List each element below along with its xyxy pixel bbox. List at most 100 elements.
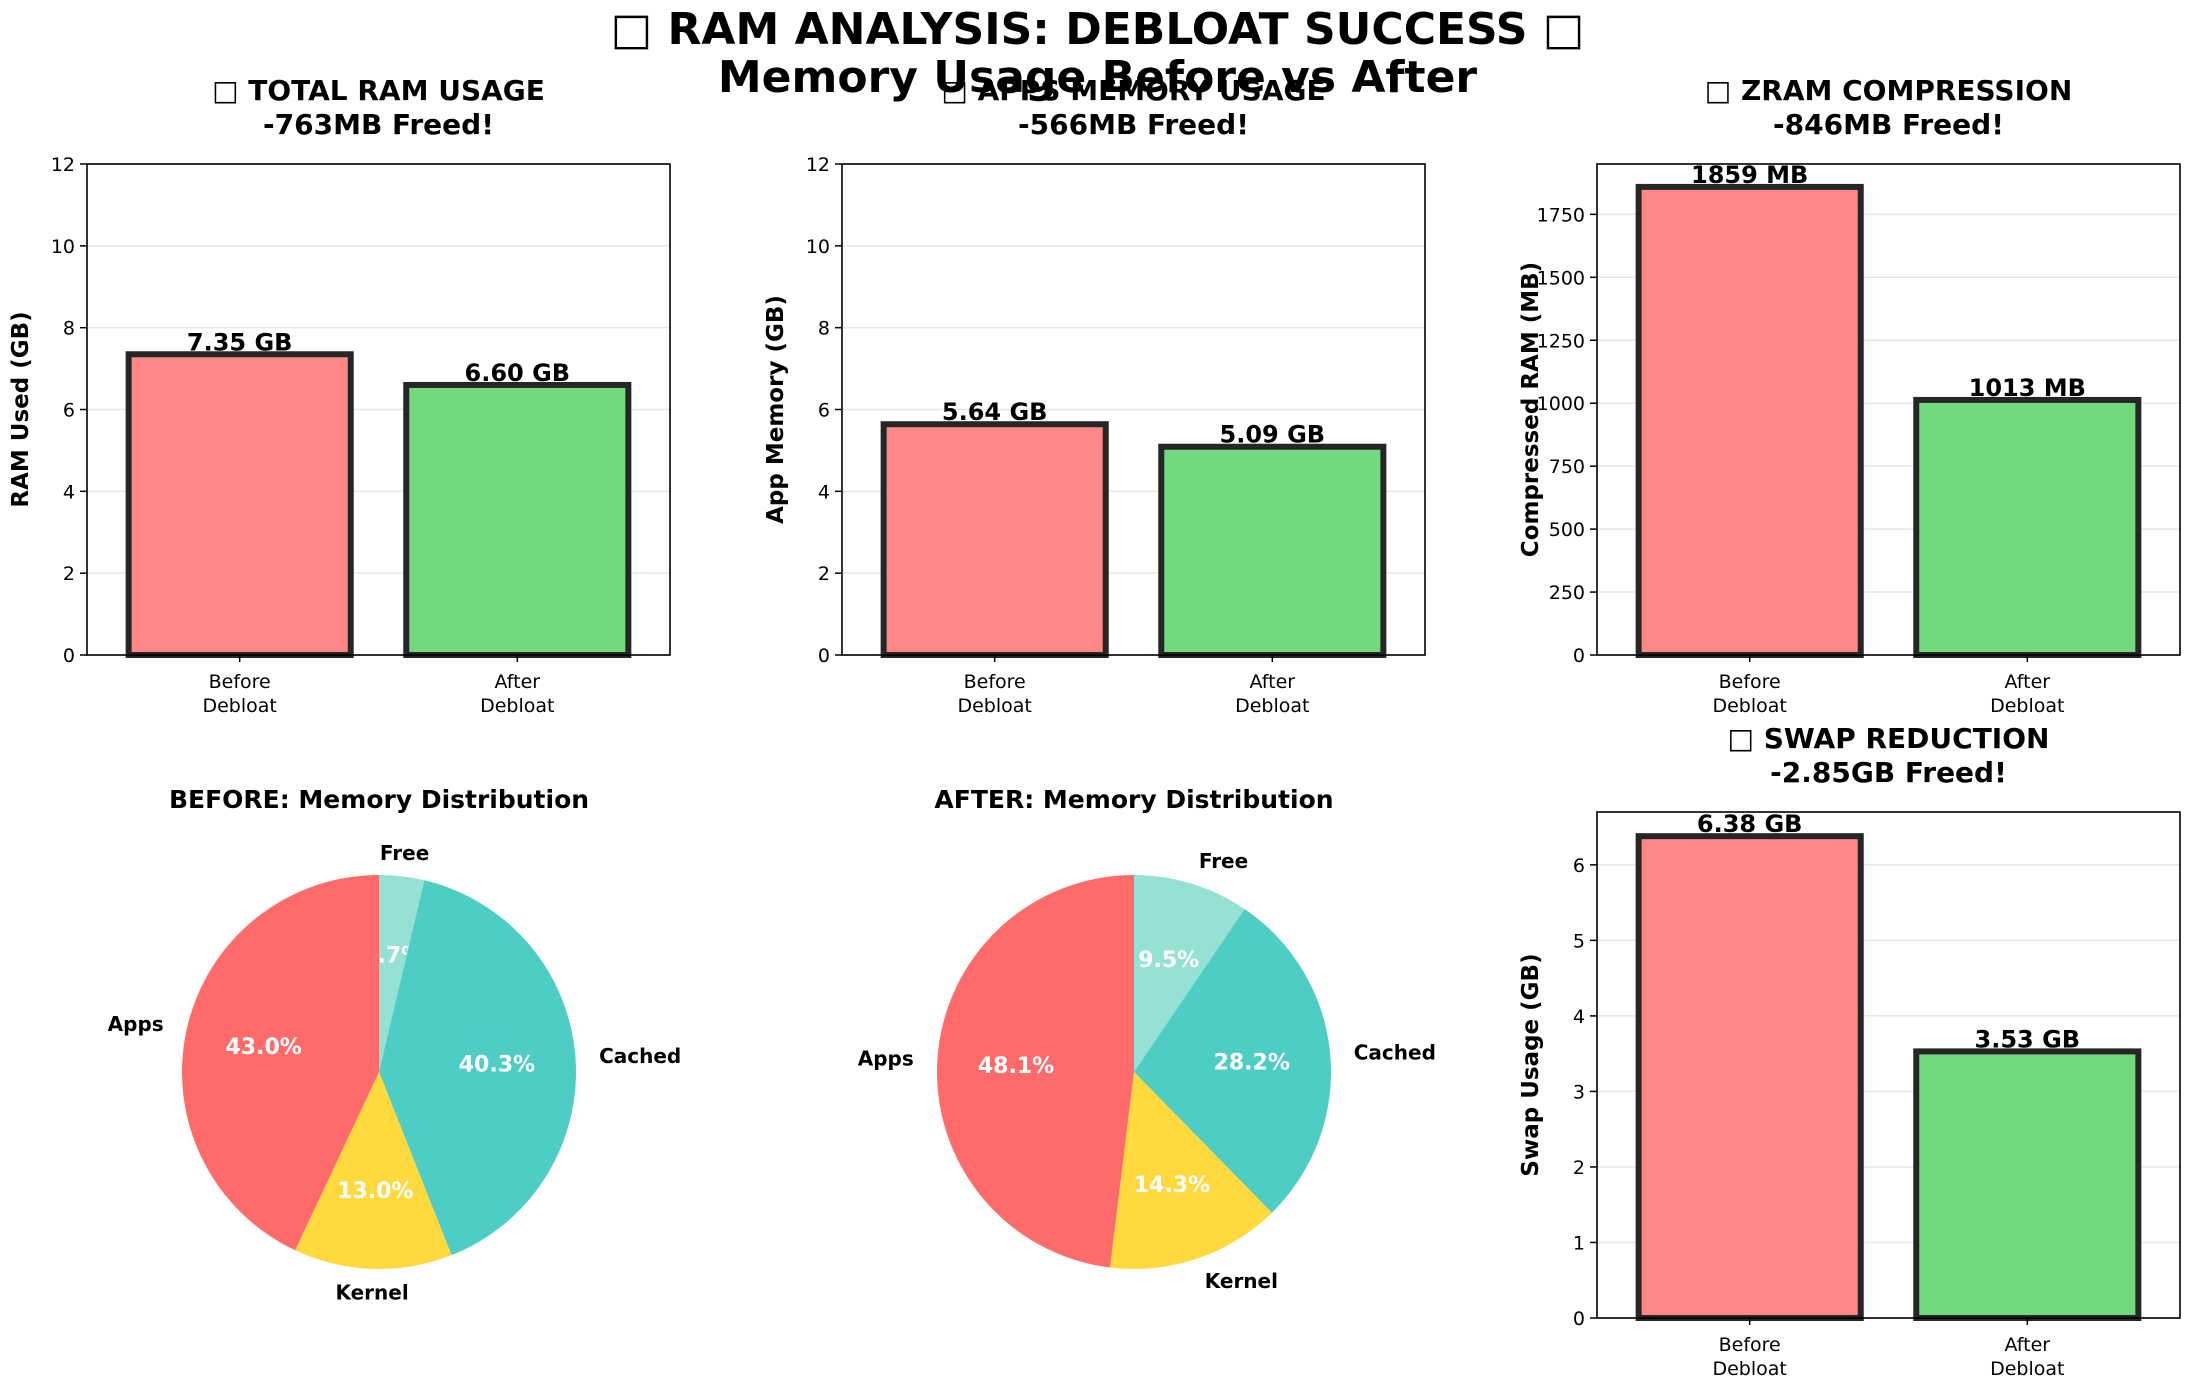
y-tick-label: 500 (1549, 519, 1585, 541)
pie-category-label: Cached (1354, 1040, 1436, 1064)
bar-before (1635, 183, 1864, 658)
chart-total-ram: □ TOTAL RAM USAGE -763MB Freed! 7.35 GB Bef… (8, 74, 671, 717)
y-tick-label: 5 (1573, 930, 1585, 952)
bar-before (880, 421, 1109, 659)
panel-title: BEFORE: Memory Distribution (169, 785, 589, 814)
chart-after-dist: AFTER: Memory Distribution 9.5% Free 28.2% C… (858, 785, 1436, 1293)
bar-value-label: 6.60 GB (465, 359, 571, 387)
pie-pct-label: 28.2% (1214, 1050, 1290, 1075)
x-tick-label: Before Debloat (1712, 1334, 1786, 1380)
pie-slice-cached (379, 880, 576, 1256)
pie-pct-label: 9.5% (1138, 948, 1199, 973)
x-tick-label: Before Debloat (957, 671, 1031, 717)
y-axis-label: App Memory (GB) (763, 295, 789, 524)
y-tick-label: 2 (1573, 1157, 1585, 1179)
pie-slice-kernel (1109, 1072, 1272, 1270)
panel-title: □ ZRAM COMPRESSION -846MB Freed! (1705, 74, 2073, 141)
bar-value-label: 5.09 GB (1220, 421, 1326, 449)
panel-title: □ APPS MEMORY USAGE -566MB Freed! (941, 74, 1325, 141)
figure-title: □ RAM ANALYSIS: DEBLOAT SUCCESS □ Memory… (0, 6, 2195, 102)
bar-before (1635, 833, 1864, 1321)
y-tick-label: 0 (63, 645, 75, 667)
pie-category-label: Apps (858, 1047, 914, 1071)
chart-swap: □ SWAP REDUCTION -2.85GB Freed! 6.38 GB Bef… (1518, 722, 2181, 1380)
x-tick-label: Before Debloat (1712, 671, 1786, 717)
y-axis-label: Compressed RAM (MB) (1518, 262, 1544, 557)
bar-after (403, 381, 632, 658)
chart-apps-memory: □ APPS MEMORY USAGE -566MB Freed! 5.64 GB B… (763, 74, 1426, 717)
y-tick-label: 4 (1573, 1006, 1585, 1028)
pie-category-label: Kernel (335, 1281, 408, 1305)
y-tick-label: 6 (63, 400, 75, 422)
pie-pct-label: 43.0% (225, 1035, 301, 1060)
pie-slice-apps (181, 875, 379, 1251)
chart-zram: □ ZRAM COMPRESSION -846MB Freed! 1859 MB Be… (1518, 74, 2181, 717)
pie-slice-free (379, 875, 425, 1072)
y-tick-label: 0 (1573, 1308, 1585, 1330)
x-tick-label: After Debloat (480, 671, 554, 717)
bar-value-label: 6.38 GB (1697, 810, 1803, 838)
x-tick-label: After Debloat (1990, 1334, 2064, 1380)
y-tick-label: 8 (818, 318, 830, 340)
bar-value-label: 7.35 GB (187, 328, 293, 356)
figure-title-line-2: Memory Usage Before vs After (717, 52, 1478, 103)
bar-after (1913, 1048, 2142, 1322)
y-tick-label: 1750 (1537, 204, 1585, 226)
y-tick-label: 4 (818, 481, 830, 503)
pie-category-label: Free (1199, 849, 1248, 873)
panel-title: □ TOTAL RAM USAGE -763MB Freed! (212, 74, 545, 141)
y-tick-label: 1 (1573, 1232, 1585, 1254)
y-tick-label: 6 (818, 400, 830, 422)
y-tick-label: 0 (818, 645, 830, 667)
bar-value-label: 1859 MB (1691, 161, 1808, 189)
y-tick-label: 12 (806, 154, 830, 176)
pie-category-label: Free (380, 841, 429, 865)
x-tick-label: Before Debloat (202, 671, 276, 717)
y-tick-label: 4 (63, 481, 75, 503)
pie-category-label: Cached (599, 1044, 681, 1068)
bar-after (1158, 443, 1387, 658)
figure-title-line-1: □ RAM ANALYSIS: DEBLOAT SUCCESS □ (610, 4, 1585, 55)
bar-after (1913, 396, 2142, 658)
x-tick-label: After Debloat (1990, 671, 2064, 717)
y-tick-label: 750 (1549, 456, 1585, 478)
pie-slice-free (1134, 875, 1245, 1072)
bar-value-label: 3.53 GB (1975, 1025, 2081, 1053)
pie-slice-apps (937, 875, 1134, 1268)
y-tick-label: 0 (1573, 645, 1585, 667)
y-tick-label: 10 (51, 236, 75, 258)
y-tick-label: 12 (51, 154, 75, 176)
y-tick-label: 1500 (1537, 267, 1585, 289)
pie-pct-label: 13.0% (337, 1179, 413, 1204)
pie-slice-kernel (295, 1072, 452, 1270)
y-tick-label: 2 (818, 563, 830, 585)
axes-frame (86, 163, 671, 656)
pie-category-label: Kernel (1205, 1269, 1278, 1293)
chart-before-dist: BEFORE: Memory Distribution3.7%Free40.3%… (108, 785, 682, 1305)
axes-frame (1596, 163, 2181, 656)
x-tick-label: After Debloat (1235, 671, 1309, 717)
pie-category-label: Apps (108, 1012, 164, 1036)
pie-pct-label: 40.3% (459, 1052, 535, 1077)
y-tick-label: 1250 (1537, 330, 1585, 352)
y-tick-label: 250 (1549, 582, 1585, 604)
y-tick-label: 6 (1573, 855, 1585, 877)
y-tick-label: 2 (63, 563, 75, 585)
panel-title: AFTER: Memory Distribution (934, 785, 1333, 814)
y-tick-label: 8 (63, 318, 75, 340)
y-tick-label: 1000 (1537, 393, 1585, 415)
axes-frame (841, 163, 1426, 656)
bar-value-label: 5.64 GB (942, 398, 1048, 426)
y-axis-label: Swap Usage (GB) (1518, 953, 1544, 1176)
pie-pct-label: 48.1% (978, 1054, 1054, 1079)
axes-frame (1596, 811, 2181, 1319)
y-tick-label: 10 (806, 236, 830, 258)
bar-value-label: 1013 MB (1969, 374, 2086, 402)
y-axis-label: RAM Used (GB) (8, 311, 34, 507)
pie-pct-label: 14.3% (1134, 1173, 1210, 1198)
panel-title: □ SWAP REDUCTION -2.85GB Freed! (1728, 722, 2050, 789)
bar-before (125, 351, 354, 658)
pie-slice-cached (1134, 908, 1331, 1213)
y-tick-label: 3 (1573, 1081, 1585, 1103)
